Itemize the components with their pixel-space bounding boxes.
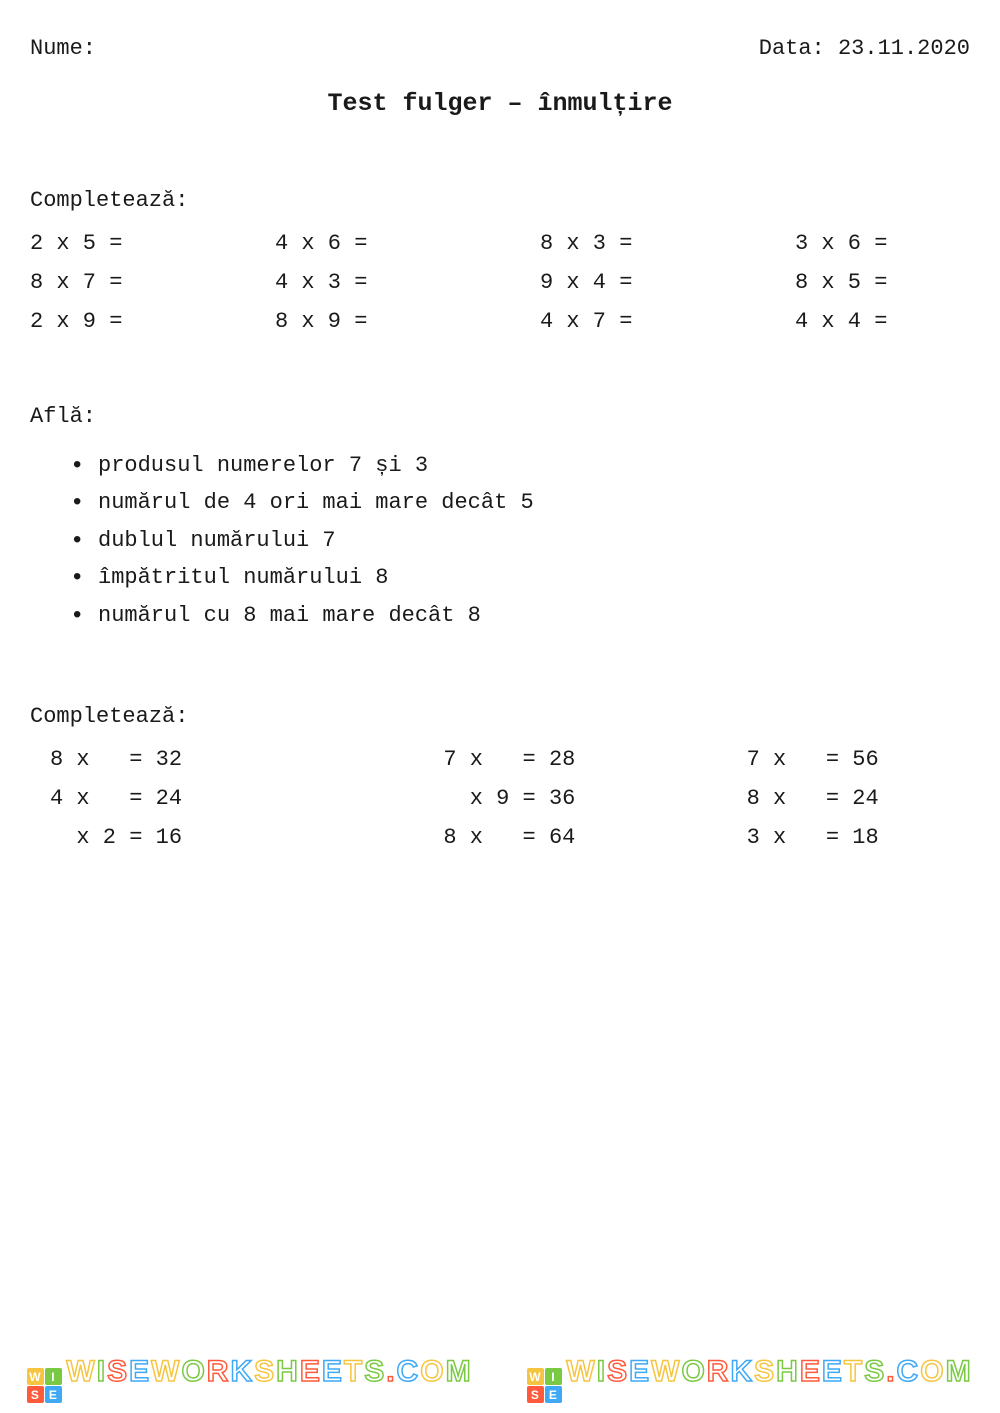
fill-cell: x 2 = 16 [30,825,343,850]
fill-cell: 8 x = 24 [657,786,970,811]
watermark: WISEWISEWORKSHEETS.COM WISEWISEWORKSHEET… [0,1355,1000,1404]
name-label: Nume: [30,36,96,61]
list-item: produsul numerelor 7 și 3 [70,447,970,484]
watermark-text: WISEWORKSHEETS.COM [566,1355,972,1388]
mult-cell: 8 x 3 = [500,231,735,256]
mult-cell: 4 x 7 = [500,309,735,334]
fill-cell: 3 x = 18 [657,825,970,850]
watermark-logo: WISE [527,1368,562,1403]
section2-label: Află: [30,404,970,429]
watermark-text: WISEWORKSHEETS.COM [66,1355,472,1388]
fill-cell: 8 x = 64 [343,825,656,850]
list-item: numărul de 4 ori mai mare decât 5 [70,484,970,521]
mult-cell: 3 x 6 = [735,231,970,256]
date-field: Data: 23.11.2020 [759,36,970,61]
mult-cell: 2 x 9 = [30,309,265,334]
section1-label: Completează: [30,188,970,213]
header: Nume: Data: 23.11.2020 [30,36,970,61]
mult-cell: 8 x 9 = [265,309,500,334]
fill-cell: x 9 = 36 [343,786,656,811]
list-item: numărul cu 8 mai mare decât 8 [70,597,970,634]
watermark-instance: WISEWISEWORKSHEETS.COM [527,1355,972,1404]
watermark-instance: WISEWISEWORKSHEETS.COM [27,1355,472,1404]
multiplication-grid-1: 2 x 5 = 4 x 6 = 8 x 3 = 3 x 6 = 8 x 7 = … [30,231,970,334]
mult-cell: 8 x 7 = [30,270,265,295]
mult-cell: 9 x 4 = [500,270,735,295]
section3-label: Completează: [30,704,970,729]
mult-cell: 4 x 4 = [735,309,970,334]
word-problem-list: produsul numerelor 7 și 3 numărul de 4 o… [30,447,970,634]
fill-cell: 8 x = 32 [30,747,343,772]
list-item: împătritul numărului 8 [70,559,970,596]
mult-cell: 4 x 3 = [265,270,500,295]
fill-cell: 7 x = 28 [343,747,656,772]
date-label: Data: [759,36,825,61]
list-item: dublul numărului 7 [70,522,970,559]
multiplication-grid-2: 8 x = 32 7 x = 28 7 x = 56 4 x = 24 x 9 … [30,747,970,850]
mult-cell: 8 x 5 = [735,270,970,295]
fill-cell: 7 x = 56 [657,747,970,772]
page-title: Test fulger – înmulțire [30,89,970,118]
mult-cell: 4 x 6 = [265,231,500,256]
fill-cell: 4 x = 24 [30,786,343,811]
watermark-logo: WISE [27,1368,62,1403]
date-value: 23.11.2020 [838,36,970,61]
mult-cell: 2 x 5 = [30,231,265,256]
